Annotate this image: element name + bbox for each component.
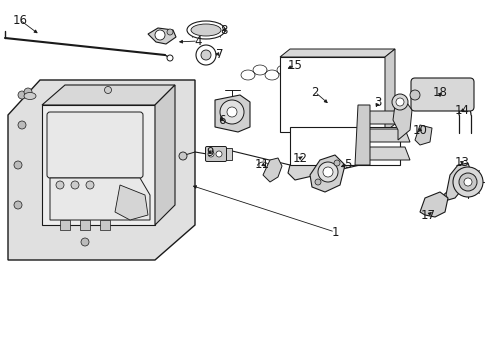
Circle shape bbox=[56, 181, 64, 189]
FancyBboxPatch shape bbox=[410, 78, 473, 111]
FancyBboxPatch shape bbox=[47, 112, 142, 178]
Circle shape bbox=[155, 30, 164, 40]
Text: 7: 7 bbox=[216, 48, 224, 60]
Text: 9: 9 bbox=[206, 145, 213, 158]
Text: 13: 13 bbox=[454, 156, 468, 168]
Circle shape bbox=[179, 152, 186, 160]
Circle shape bbox=[24, 88, 32, 96]
Polygon shape bbox=[8, 80, 195, 260]
Circle shape bbox=[333, 160, 339, 166]
Circle shape bbox=[323, 167, 332, 177]
Bar bbox=[218, 148, 231, 160]
Circle shape bbox=[226, 107, 237, 117]
Text: 16: 16 bbox=[13, 14, 27, 27]
Ellipse shape bbox=[24, 93, 36, 99]
Circle shape bbox=[458, 173, 476, 191]
Circle shape bbox=[71, 181, 79, 189]
Text: 18: 18 bbox=[432, 86, 447, 99]
Circle shape bbox=[167, 55, 173, 61]
Polygon shape bbox=[263, 158, 282, 182]
Polygon shape bbox=[215, 95, 249, 132]
Circle shape bbox=[18, 121, 26, 129]
Text: 14: 14 bbox=[453, 104, 468, 117]
Bar bbox=[289, 127, 399, 165]
Polygon shape bbox=[42, 85, 175, 105]
Polygon shape bbox=[50, 178, 150, 220]
Text: 8: 8 bbox=[220, 23, 227, 36]
Polygon shape bbox=[155, 85, 175, 225]
Bar bbox=[60, 220, 70, 230]
Polygon shape bbox=[354, 105, 369, 165]
Text: 4: 4 bbox=[194, 35, 202, 48]
Polygon shape bbox=[359, 111, 409, 124]
Text: 5: 5 bbox=[344, 158, 351, 171]
Circle shape bbox=[86, 181, 94, 189]
FancyBboxPatch shape bbox=[205, 147, 226, 162]
Circle shape bbox=[220, 100, 244, 124]
Circle shape bbox=[317, 162, 337, 182]
Text: 15: 15 bbox=[287, 59, 302, 72]
Text: 1: 1 bbox=[330, 225, 338, 239]
Circle shape bbox=[452, 167, 482, 197]
Bar bbox=[280, 57, 384, 132]
Polygon shape bbox=[42, 105, 155, 225]
Bar bbox=[100, 220, 110, 230]
Polygon shape bbox=[287, 150, 359, 180]
Ellipse shape bbox=[186, 21, 224, 39]
Circle shape bbox=[81, 238, 89, 246]
Circle shape bbox=[463, 178, 471, 186]
Polygon shape bbox=[359, 147, 409, 160]
Polygon shape bbox=[414, 125, 431, 145]
Polygon shape bbox=[384, 49, 394, 132]
Ellipse shape bbox=[191, 24, 221, 36]
Circle shape bbox=[167, 29, 173, 35]
Circle shape bbox=[18, 91, 26, 99]
Text: 2: 2 bbox=[311, 86, 318, 99]
Polygon shape bbox=[280, 49, 394, 57]
Circle shape bbox=[207, 151, 214, 157]
Polygon shape bbox=[419, 192, 447, 217]
Polygon shape bbox=[359, 129, 409, 142]
Circle shape bbox=[314, 179, 320, 185]
Text: 11: 11 bbox=[254, 158, 269, 171]
Circle shape bbox=[391, 94, 407, 110]
Text: 17: 17 bbox=[420, 208, 435, 221]
Bar bbox=[80, 220, 90, 230]
Polygon shape bbox=[115, 185, 148, 220]
Text: 12: 12 bbox=[292, 152, 307, 165]
Polygon shape bbox=[309, 155, 345, 192]
Polygon shape bbox=[445, 163, 471, 200]
Text: 3: 3 bbox=[373, 95, 381, 108]
Polygon shape bbox=[392, 100, 411, 140]
Circle shape bbox=[196, 45, 216, 65]
Circle shape bbox=[14, 161, 22, 169]
Circle shape bbox=[216, 151, 222, 157]
Text: 10: 10 bbox=[412, 123, 427, 136]
Circle shape bbox=[14, 201, 22, 209]
Polygon shape bbox=[148, 28, 176, 44]
Text: 6: 6 bbox=[218, 113, 225, 126]
Circle shape bbox=[395, 98, 403, 106]
Circle shape bbox=[201, 50, 210, 60]
Circle shape bbox=[104, 86, 111, 94]
Circle shape bbox=[409, 90, 419, 100]
